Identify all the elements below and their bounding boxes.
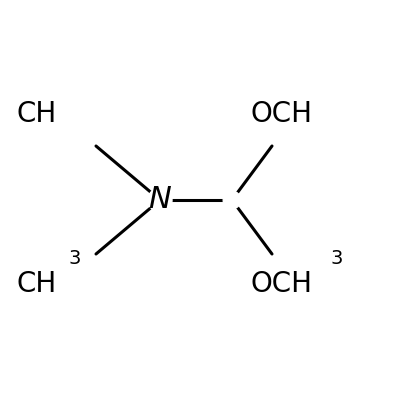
- Circle shape: [148, 188, 172, 212]
- Text: CH: CH: [16, 270, 56, 298]
- Text: OCH: OCH: [250, 100, 312, 128]
- Text: OCH: OCH: [250, 270, 312, 298]
- Text: 3: 3: [68, 248, 81, 268]
- Text: 3: 3: [330, 248, 343, 268]
- Text: N: N: [148, 186, 172, 214]
- Text: CH: CH: [16, 100, 56, 128]
- Circle shape: [223, 191, 241, 209]
